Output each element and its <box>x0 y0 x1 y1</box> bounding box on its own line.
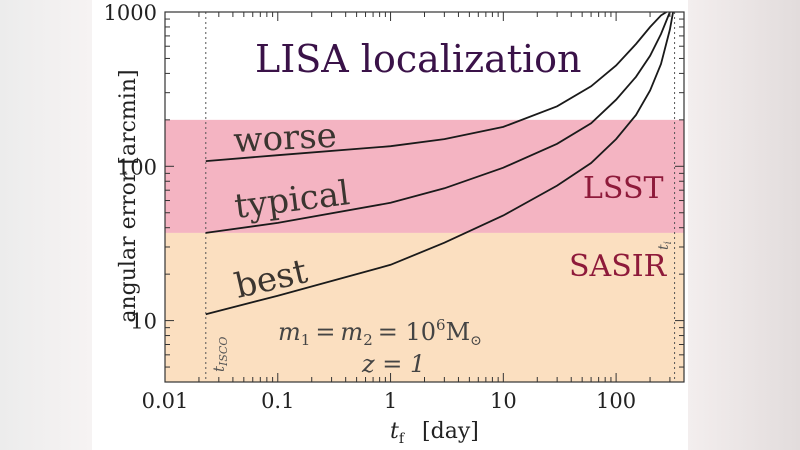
chart-title: LISA localization <box>255 37 582 81</box>
x-tick-label: 1 <box>384 389 397 413</box>
mass-annotation: m1 = m2 = 106M⊙ <box>278 316 482 349</box>
series-label-worse: worse <box>232 116 337 161</box>
series-line-best <box>205 12 674 316</box>
isco-label: tISCO <box>210 337 230 372</box>
series-line-typical <box>205 12 671 234</box>
y-axis-label: angular error [arcmin] <box>116 69 141 322</box>
x-axis-label: tf [day] <box>390 419 479 447</box>
y-tick-label: 1000 <box>104 1 157 25</box>
redshift-annotation: z = 1 <box>361 350 425 378</box>
y-tick-label: 10 <box>130 310 157 334</box>
x-tick-label: 100 <box>596 389 636 413</box>
left-backdrop <box>0 0 92 450</box>
series-line-worse <box>205 12 667 162</box>
band-sasir <box>165 232 684 382</box>
right-backdrop <box>688 0 800 450</box>
band-label-lsst: LSST <box>583 171 664 206</box>
x-tick-label: 0.01 <box>142 389 189 413</box>
y-tick-label: 100 <box>117 155 157 179</box>
x-tick-label: 10 <box>490 389 517 413</box>
ti-label: ti <box>656 241 674 250</box>
band-lsst <box>165 119 684 233</box>
x-tick-label: 0.1 <box>261 389 294 413</box>
band-label-sasir: SASIR <box>569 249 668 284</box>
